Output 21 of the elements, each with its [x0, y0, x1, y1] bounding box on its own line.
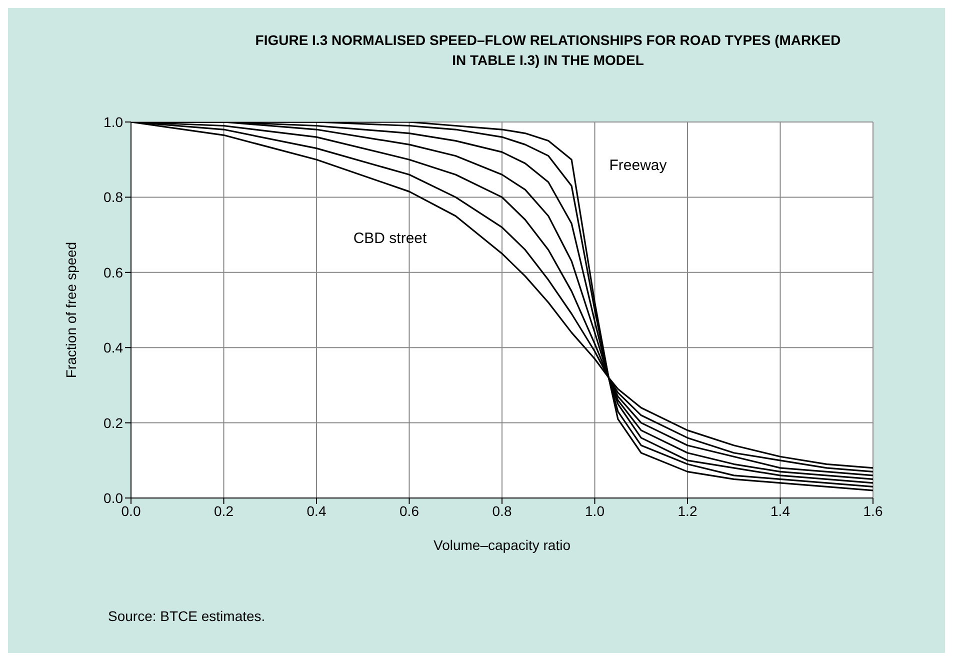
- y-tick-label: 0.0: [104, 490, 124, 506]
- x-tick-label: 1.4: [770, 502, 790, 519]
- x-tick-label: 1.2: [678, 502, 698, 519]
- x-tick-label: 1.0: [585, 502, 605, 519]
- y-tick-label: 0.2: [104, 414, 124, 431]
- y-tick-label: 0.8: [104, 189, 124, 206]
- annotation: Freeway: [609, 157, 668, 174]
- chart-title: FIGURE I.3 NORMALISED SPEED–FLOW RELATIONSHIPS FOR ROAD TYPES (MARKED IN TABLE I.3) IN THE MODEL: [254, 31, 842, 70]
- y-tick-label: 1.0: [104, 114, 124, 130]
- x-tick-label: 0.8: [492, 502, 512, 519]
- source-note: Source: BTCE estimates.: [108, 608, 266, 624]
- x-axis-title: Volume–capacity ratio: [434, 537, 571, 553]
- x-tick-label: 0.6: [400, 502, 420, 519]
- y-axis-title: Fraction of free speed: [62, 242, 79, 378]
- annotation: CBD street: [353, 230, 428, 247]
- x-tick-label: 0.2: [214, 502, 234, 519]
- x-tick-label: 0.0: [121, 502, 141, 519]
- x-tick-label: 1.6: [863, 502, 883, 519]
- y-tick-label: 0.6: [104, 264, 124, 280]
- x-tick-label: 0.4: [306, 502, 326, 519]
- y-tick-label: 0.4: [104, 340, 124, 356]
